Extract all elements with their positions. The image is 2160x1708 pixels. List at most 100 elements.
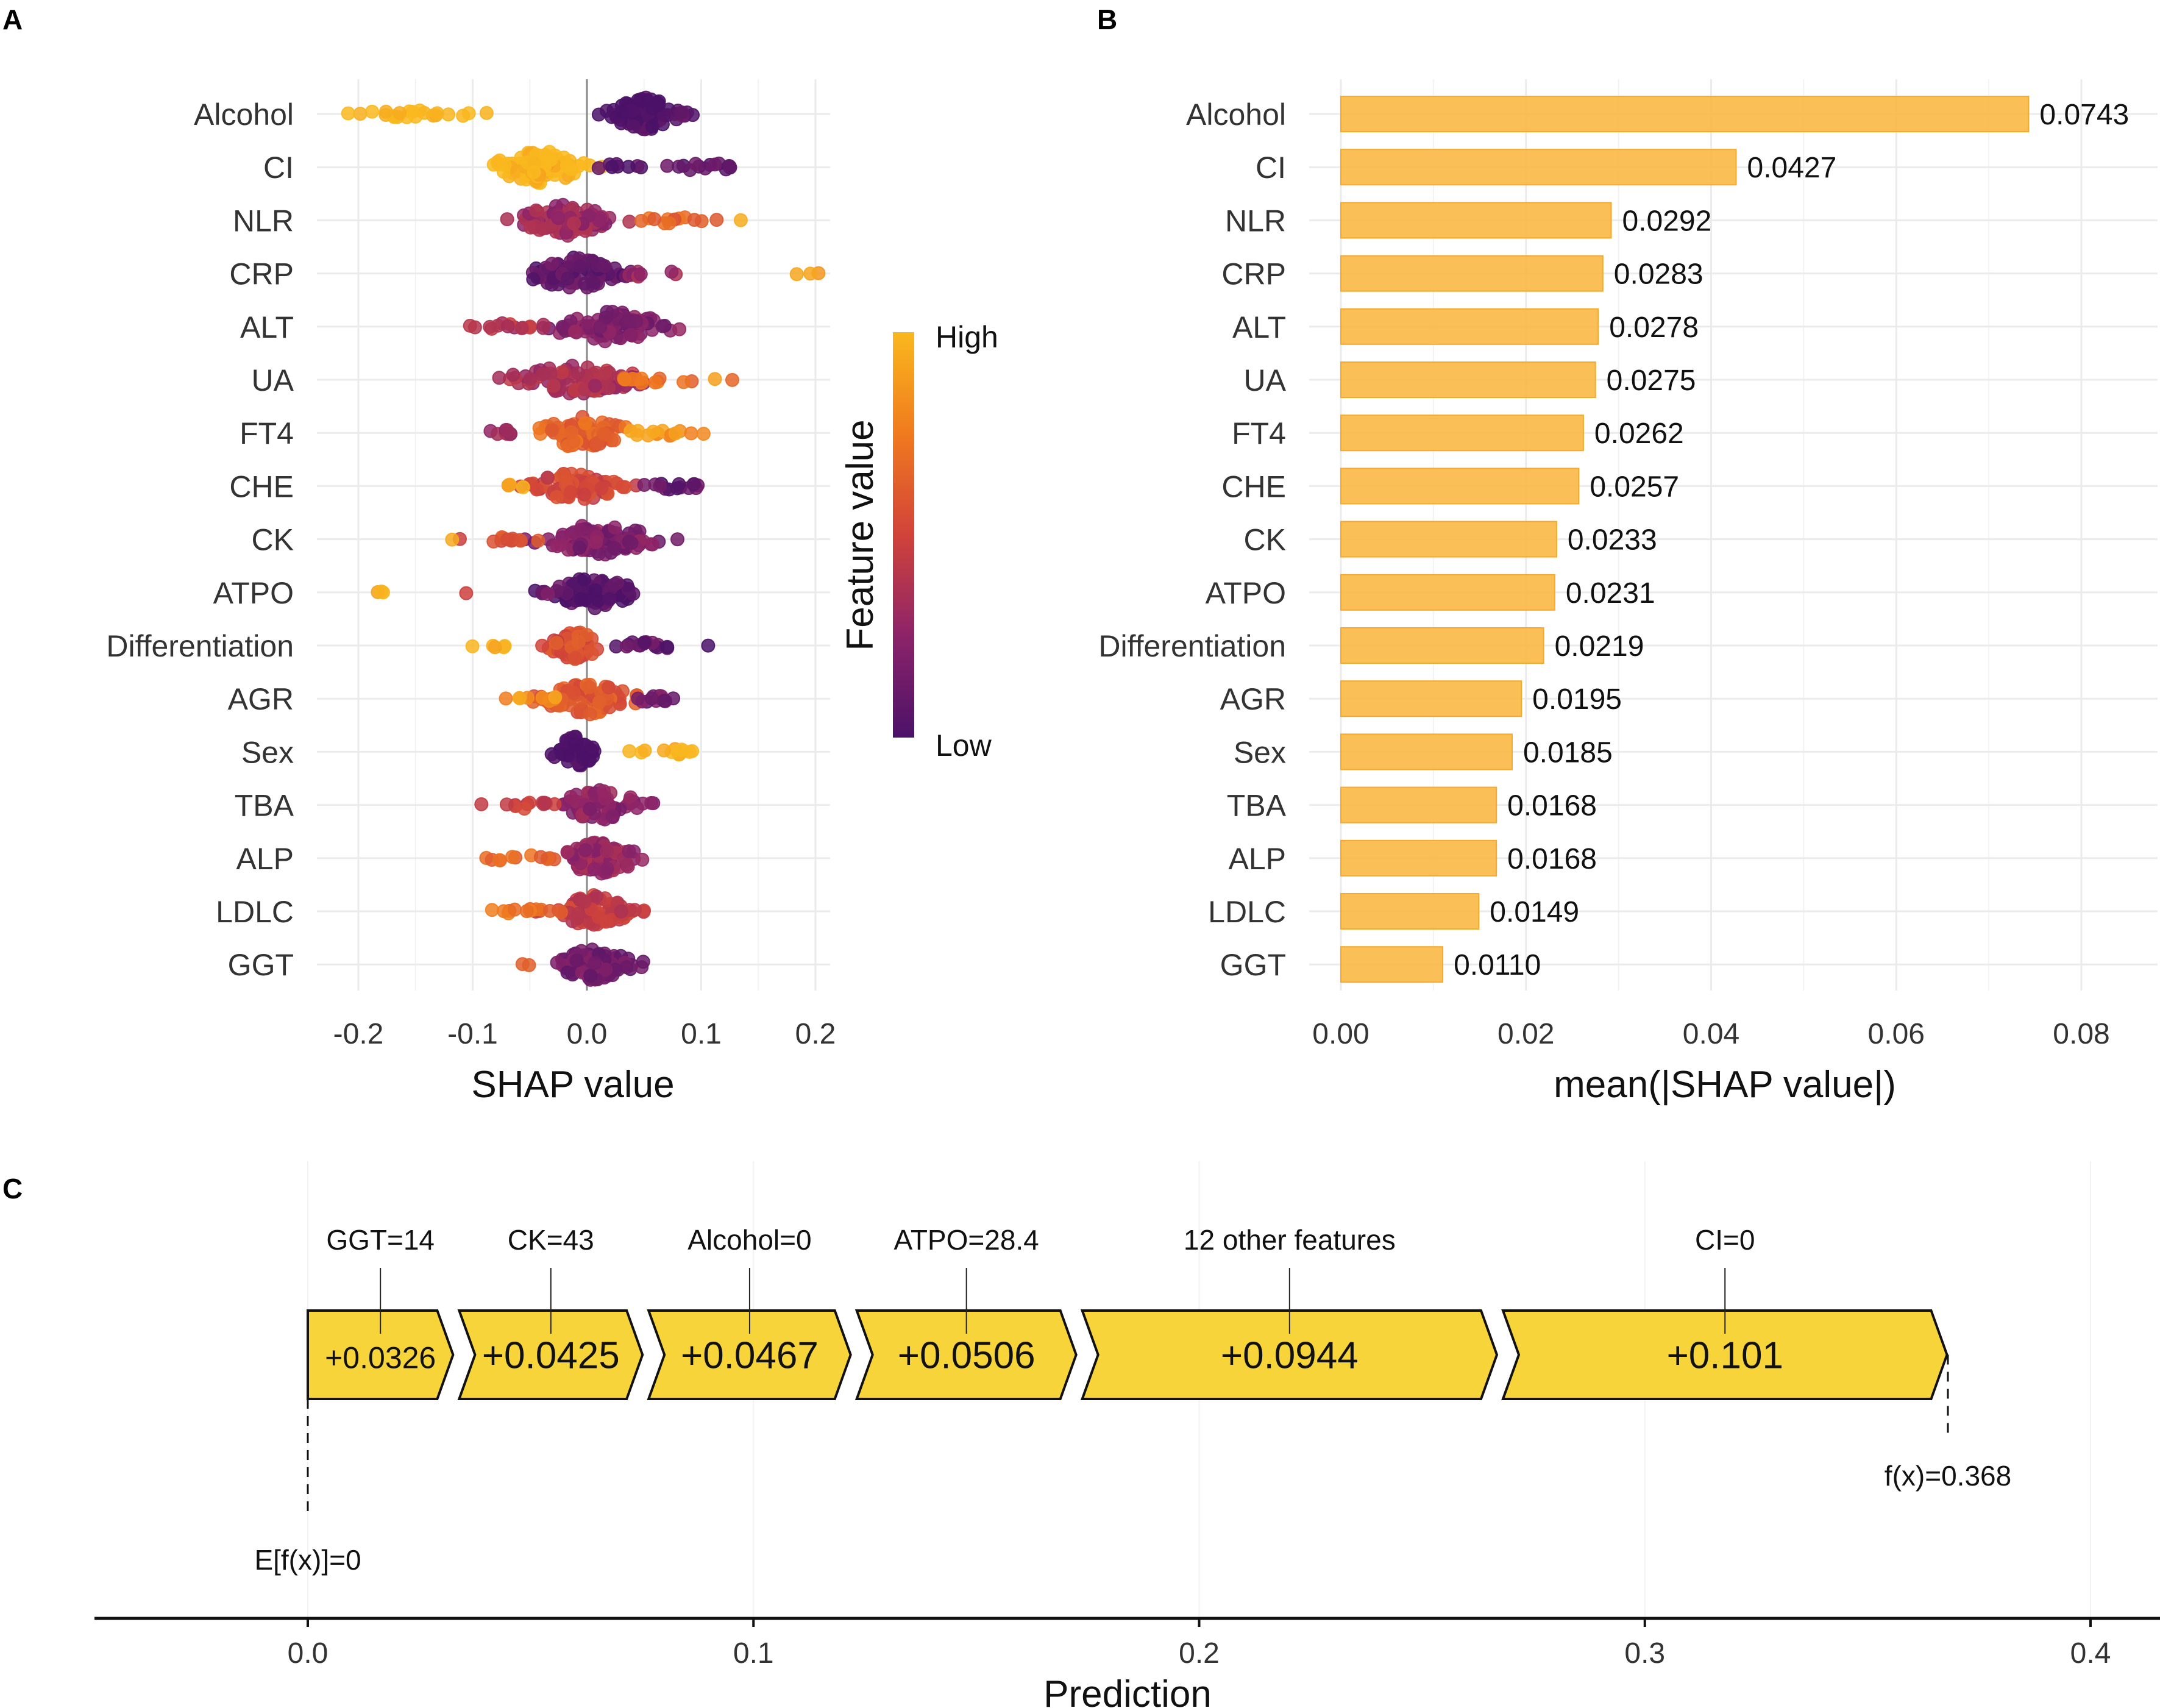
- b-feature-label: ALP: [1228, 842, 1286, 876]
- shap-point: [577, 894, 592, 909]
- bar: [1340, 149, 1737, 186]
- bar: [1340, 627, 1544, 664]
- shap-point: [492, 371, 506, 385]
- b-feature-label: CHE: [1221, 469, 1286, 504]
- shap-point: [591, 547, 606, 561]
- bar-value-label: 0.0195: [1532, 683, 1622, 716]
- shap-point: [546, 379, 561, 393]
- shap-point: [617, 372, 631, 386]
- shap-point: [566, 686, 581, 700]
- a-x-tick-label: 0.1: [681, 1018, 722, 1050]
- bar: [1340, 893, 1480, 930]
- shap-point: [430, 106, 444, 121]
- shap-point: [499, 691, 513, 706]
- shap-point: [545, 423, 560, 438]
- shap-point: [568, 324, 582, 339]
- shap-point: [456, 109, 471, 123]
- shap-point: [686, 477, 701, 491]
- shap-point: [581, 208, 596, 223]
- shap-point: [560, 845, 575, 859]
- force-feature-label: CI=0: [1695, 1224, 1755, 1256]
- shap-point: [645, 119, 659, 133]
- shap-point: [564, 485, 578, 499]
- shap-point: [634, 213, 648, 228]
- shap-point: [583, 969, 598, 983]
- force-segment-value: +0.0506: [898, 1335, 1036, 1377]
- b-feature-label: GGT: [1220, 948, 1286, 982]
- shap-point: [586, 276, 601, 290]
- shap-point: [638, 743, 652, 758]
- shap-point: [578, 843, 593, 858]
- force-segment: [647, 1309, 852, 1400]
- shap-point: [584, 647, 599, 661]
- shap-point: [708, 157, 722, 172]
- shap-point: [506, 368, 520, 382]
- shap-point: [614, 904, 628, 919]
- shap-point: [623, 790, 638, 805]
- shap-point: [577, 572, 591, 587]
- bar-value-label: 0.0233: [1568, 524, 1657, 557]
- shap-point: [535, 367, 550, 382]
- shap-point: [512, 691, 527, 705]
- a-feature-label: ATPO: [213, 576, 294, 610]
- b-feature-label: Differentiation: [1098, 629, 1286, 663]
- force-feature-label: CK=43: [508, 1224, 594, 1256]
- shap-point: [607, 541, 622, 555]
- shap-point: [515, 957, 530, 972]
- shap-point: [535, 638, 550, 653]
- shap-point: [624, 536, 639, 550]
- shap-point: [500, 319, 515, 333]
- a-feature-labels: Alcohol CI NLR CRP ALT UA FT4 CHE CK ATPO Differen…: [106, 98, 294, 982]
- shap-point: [630, 801, 644, 815]
- shap-point: [524, 220, 538, 235]
- bar-value-label: 0.0743: [2039, 99, 2129, 131]
- shap-point: [652, 98, 666, 113]
- shap-point: [602, 381, 616, 396]
- shap-point: [688, 157, 703, 171]
- shap-point: [599, 963, 613, 977]
- shap-point: [588, 583, 603, 597]
- bar: [1340, 946, 1444, 983]
- shap-point: [561, 543, 575, 557]
- shap-point: [591, 107, 606, 122]
- shap-point: [630, 428, 644, 442]
- shap-point: [577, 487, 592, 502]
- shap-point: [644, 691, 659, 706]
- b-feature-label: ATPO: [1206, 576, 1286, 610]
- shap-point: [670, 532, 684, 547]
- shap-point: [500, 212, 514, 227]
- bar-value-label: 0.0149: [1490, 896, 1579, 928]
- shap-point: [519, 904, 534, 919]
- b-feature-label: CK: [1244, 523, 1286, 557]
- base-value-label: E[f(x)]=0: [254, 1544, 361, 1576]
- shap-point: [580, 628, 594, 642]
- bar-value-label: 0.0185: [1523, 736, 1613, 769]
- b-feature-label: UA: [1244, 363, 1287, 397]
- force-feature-label: 12 other features: [1184, 1224, 1396, 1256]
- shap-point: [500, 532, 514, 547]
- bar: [1340, 574, 1555, 611]
- c-x-axis-title: Prediction: [1043, 1673, 1212, 1708]
- shap-point: [608, 577, 622, 591]
- shap-point: [531, 533, 545, 548]
- panel-b-bar-chart: 0.0743 0.0427 0.0292 0.0283 0.0278 0.0275 0.02…: [1098, 79, 2158, 1106]
- a-x-tick-label: 0.0: [567, 1018, 608, 1050]
- shap-point: [505, 850, 519, 864]
- colorbar-low-label: Low: [936, 728, 992, 763]
- shap-point: [592, 695, 606, 710]
- shap-point: [635, 852, 650, 867]
- shap-point: [378, 104, 393, 119]
- a-feature-label: FT4: [240, 416, 294, 450]
- shap-point: [549, 636, 564, 650]
- shap-point: [341, 106, 355, 121]
- shap-point: [597, 427, 611, 441]
- shap-point: [496, 165, 511, 179]
- bar: [1340, 202, 1612, 239]
- shap-point: [374, 584, 389, 599]
- force-segment: [307, 1309, 455, 1400]
- a-x-tick-labels: -0.2 -0.1 0.0 0.1 0.2: [333, 1018, 836, 1050]
- shap-point: [645, 537, 660, 552]
- a-feature-label: AGR: [228, 682, 294, 716]
- shap-point: [564, 425, 578, 439]
- shap-point: [545, 257, 559, 271]
